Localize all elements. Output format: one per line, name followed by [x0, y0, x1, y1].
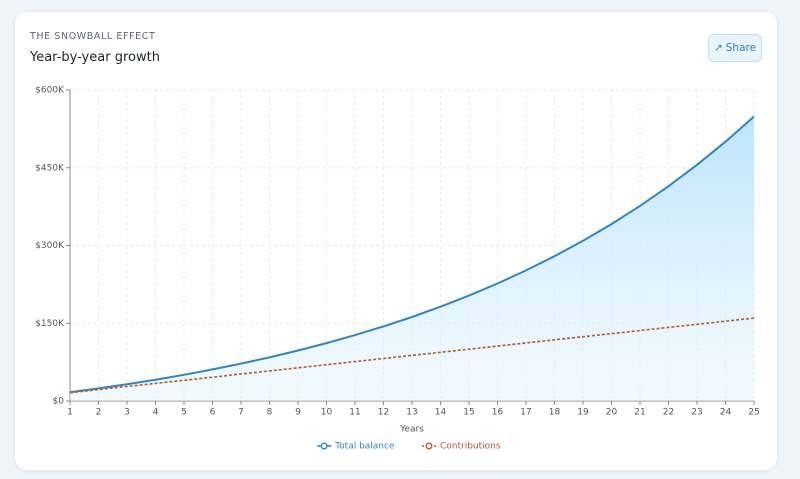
legend-dot — [425, 442, 433, 450]
x-tick-label: 7 — [238, 408, 244, 418]
y-tick-label: $150K — [35, 319, 65, 329]
share-button[interactable]: ↗ Share — [708, 34, 762, 62]
y-tick-label: $450K — [35, 163, 65, 173]
x-tick-label: 3 — [124, 408, 130, 418]
y-tick-label: $600K — [35, 86, 65, 96]
x-tick-label: 19 — [577, 408, 589, 418]
x-tick-label: 23 — [691, 408, 702, 418]
x-axis-label: Years — [399, 425, 424, 435]
x-tick-label: 11 — [349, 408, 360, 418]
y-tick-label: $300K — [35, 241, 65, 251]
x-tick-label: 13 — [406, 408, 417, 418]
x-tick-label: 6 — [210, 408, 216, 418]
x-tick-label: 4 — [153, 408, 159, 418]
x-tick-label: 22 — [663, 408, 674, 418]
x-tick-label: 17 — [520, 408, 531, 418]
x-tick-label: 18 — [549, 408, 561, 418]
share-icon: ↗ — [713, 42, 723, 54]
legend-dot — [320, 442, 328, 450]
x-tick-label: 2 — [96, 408, 102, 418]
legend-label: Contributions — [440, 442, 501, 452]
area — [70, 116, 754, 401]
x-tick-label: 25 — [748, 408, 759, 418]
kicker: THE SNOWBALL EFFECT — [30, 31, 156, 42]
x-tick-label: 15 — [463, 408, 474, 418]
legend-label: Total balance — [334, 442, 395, 452]
x-tick-label: 20 — [606, 408, 618, 418]
x-tick-label: 16 — [492, 408, 504, 418]
share-label: Share — [725, 42, 757, 54]
x-tick-label: 21 — [634, 408, 645, 418]
x-tick-label: 24 — [720, 408, 732, 418]
x-tick-label: 14 — [435, 408, 447, 418]
x-tick-label: 9 — [295, 408, 301, 418]
x-tick-label: 12 — [378, 408, 389, 418]
chart-title: Year-by-year growth — [30, 50, 160, 65]
x-tick-label: 10 — [321, 408, 333, 418]
line — [69, 115, 755, 394]
x-tick-label: 8 — [267, 408, 273, 418]
x-tick-label: 1 — [67, 408, 73, 418]
x-tick-label: 5 — [181, 408, 187, 418]
y-tick-label: $0 — [53, 397, 65, 407]
